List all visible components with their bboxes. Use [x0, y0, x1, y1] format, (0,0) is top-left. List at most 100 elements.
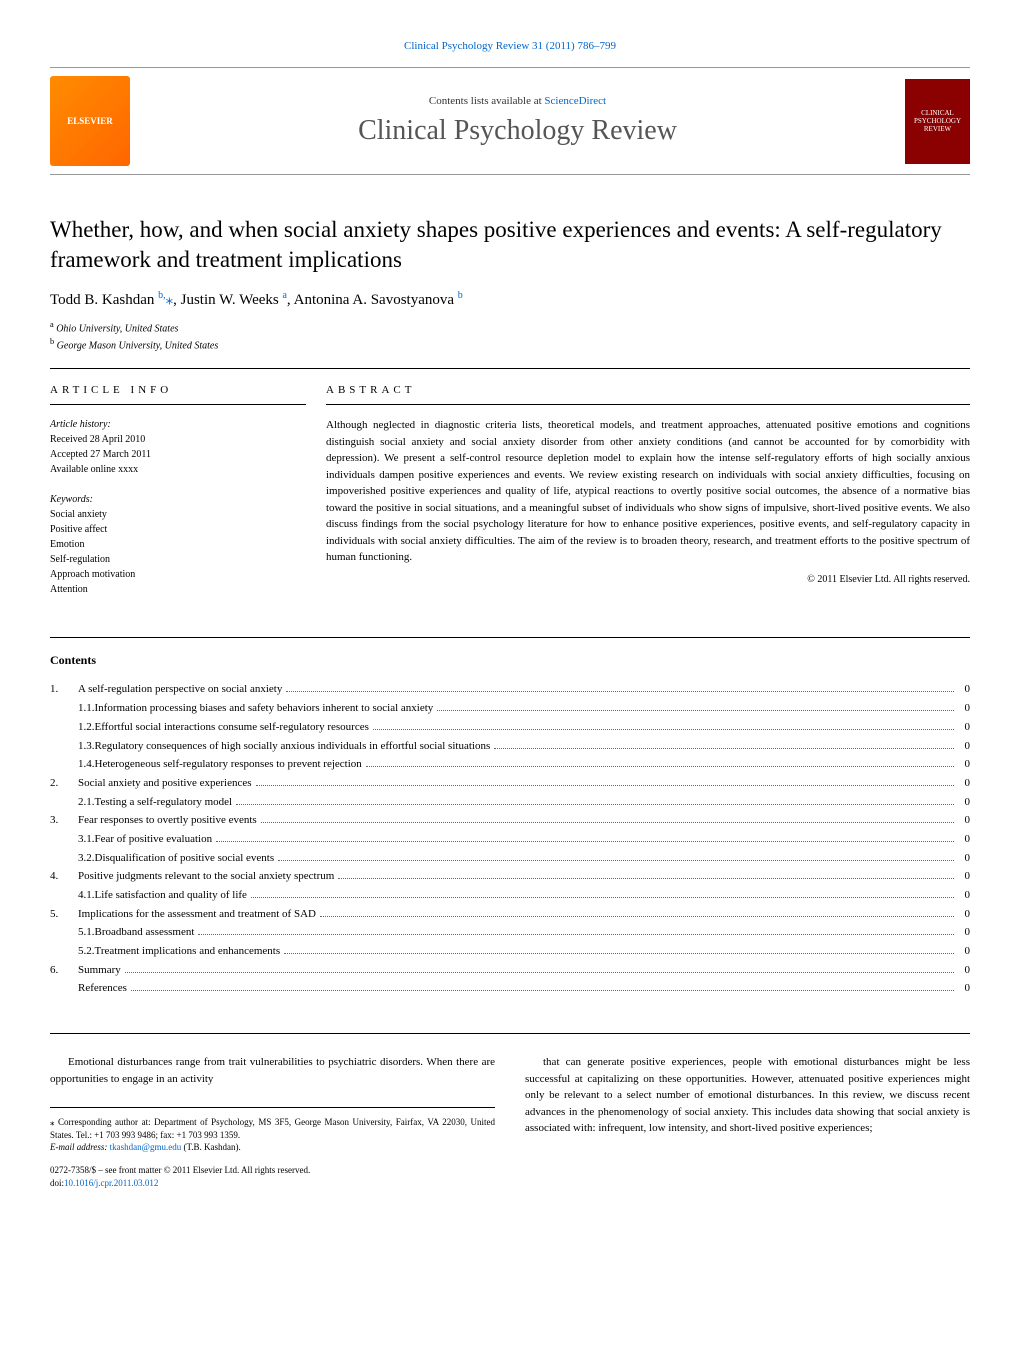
body-para-1: Emotional disturbances range from trait …: [50, 1054, 495, 1087]
toc-number: 1.2.: [50, 718, 95, 737]
toc-dots: [494, 748, 954, 749]
toc-row[interactable]: 1.4.Heterogeneous self-regulatory respon…: [50, 755, 970, 774]
toc-dots: [338, 878, 954, 879]
toc-page: 0: [958, 811, 970, 830]
doi-link[interactable]: 10.1016/j.cpr.2011.03.012: [64, 1178, 158, 1188]
footer-copyright: 0272-7358/$ – see front matter © 2011 El…: [50, 1164, 495, 1177]
keywords-label: Keywords:: [50, 492, 306, 507]
contents-prefix: Contents lists available at: [429, 95, 544, 107]
corresponding-email-link[interactable]: tkashdan@gmu.edu: [110, 1142, 182, 1152]
table-of-contents: 1.A self-regulation perspective on socia…: [50, 680, 970, 998]
email-label: E-mail address:: [50, 1142, 107, 1152]
toc-page: 0: [958, 793, 970, 812]
toc-dots: [437, 710, 954, 711]
history-label: Article history:: [50, 417, 306, 432]
toc-number: 1.3.: [50, 737, 95, 756]
toc-row[interactable]: 2.1.Testing a self-regulatory model0: [50, 793, 970, 812]
doi-label: doi:: [50, 1178, 64, 1188]
info-abstract-row: article info Article history: Received 2…: [50, 368, 970, 612]
toc-text: Summary: [78, 961, 121, 980]
toc-page: 0: [958, 905, 970, 924]
toc-row[interactable]: 5.2.Treatment implications and enhanceme…: [50, 942, 970, 961]
toc-page: 0: [958, 718, 970, 737]
toc-number: 1.: [50, 680, 78, 699]
toc-page: 0: [958, 942, 970, 961]
body-column-left: Emotional disturbances range from trait …: [50, 1054, 495, 1189]
toc-page: 0: [958, 680, 970, 699]
toc-page: 0: [958, 774, 970, 793]
keyword: Emotion: [50, 537, 306, 552]
toc-text: Positive judgments relevant to the socia…: [78, 867, 334, 886]
toc-number: 5.2.: [50, 942, 95, 961]
abstract-text: Although neglected in diagnostic criteri…: [326, 417, 970, 566]
article-history: Article history: Received 28 April 2010 …: [50, 417, 306, 477]
toc-page: 0: [958, 961, 970, 980]
toc-text: Heterogeneous self-regulatory responses …: [95, 755, 362, 774]
toc-page: 0: [958, 886, 970, 905]
footer-info: 0272-7358/$ – see front matter © 2011 El…: [50, 1164, 495, 1189]
toc-dots: [278, 860, 954, 861]
author-1-corresponding-mark[interactable]: ⁎: [166, 292, 174, 308]
author-1: Todd B. Kashdan: [50, 292, 154, 308]
body-column-right: that can generate positive experiences, …: [525, 1054, 970, 1189]
keywords-list: Social anxiety Positive affect Emotion S…: [50, 507, 306, 597]
available-date: Available online xxxx: [50, 462, 306, 477]
toc-row[interactable]: 3.1.Fear of positive evaluation 0: [50, 830, 970, 849]
toc-row[interactable]: 4.1.Life satisfaction and quality of lif…: [50, 886, 970, 905]
toc-row[interactable]: 5.1.Broadband assessment0: [50, 923, 970, 942]
journal-title: Clinical Psychology Review: [130, 115, 905, 147]
abstract-heading: abstract: [326, 384, 970, 405]
contents-heading: Contents: [50, 637, 970, 668]
sciencedirect-link[interactable]: ScienceDirect: [544, 95, 606, 107]
keyword: Social anxiety: [50, 507, 306, 522]
keyword: Self-regulation: [50, 552, 306, 567]
affiliation-b: George Mason University, United States: [57, 340, 219, 351]
toc-text: Disqualification of positive social even…: [95, 849, 275, 868]
corresponding-mark: ⁎: [50, 1117, 55, 1127]
article-title: Whether, how, and when social anxiety sh…: [50, 215, 970, 275]
toc-number: 3.2.: [50, 849, 95, 868]
toc-number: 5.: [50, 905, 78, 924]
authors-line: Todd B. Kashdan b,⁎, Justin W. Weeks a, …: [50, 290, 970, 309]
journal-cover-icon: CLINICAL PSYCHOLOGY REVIEW: [905, 79, 970, 164]
toc-dots: [261, 822, 954, 823]
affiliations: a Ohio University, United States b Georg…: [50, 319, 970, 354]
toc-dots: [373, 729, 954, 730]
toc-page: 0: [958, 849, 970, 868]
author-2: Justin W. Weeks: [181, 292, 279, 308]
toc-dots: [198, 934, 954, 935]
affiliation-a: Ohio University, United States: [56, 323, 178, 334]
author-3-affil[interactable]: b: [458, 290, 463, 301]
toc-row[interactable]: 4.Positive judgments relevant to the soc…: [50, 867, 970, 886]
body-para-2: that can generate positive experiences, …: [525, 1054, 970, 1137]
toc-text: Treatment implications and enhancements: [95, 942, 281, 961]
toc-text: Information processing biases and safety…: [95, 699, 434, 718]
author-2-affil[interactable]: a: [282, 290, 286, 301]
toc-row[interactable]: 1.3.Regulatory consequences of high soci…: [50, 737, 970, 756]
toc-dots: [286, 691, 954, 692]
toc-row[interactable]: 3.2.Disqualification of positive social …: [50, 849, 970, 868]
toc-text: Broadband assessment: [95, 923, 195, 942]
author-1-affil[interactable]: b,: [158, 290, 166, 301]
toc-dots: [131, 990, 954, 991]
body-columns: Emotional disturbances range from trait …: [50, 1033, 970, 1189]
toc-row[interactable]: 2.Social anxiety and positive experience…: [50, 774, 970, 793]
accepted-date: Accepted 27 March 2011: [50, 447, 306, 462]
journal-citation[interactable]: Clinical Psychology Review 31 (2011) 786…: [50, 40, 970, 52]
toc-dots: [366, 766, 954, 767]
toc-text: Social anxiety and positive experiences: [78, 774, 252, 793]
toc-number: 3.1.: [50, 830, 95, 849]
toc-dots: [251, 897, 954, 898]
toc-row[interactable]: 6.Summary0: [50, 961, 970, 980]
toc-row[interactable]: 5.Implications for the assessment and tr…: [50, 905, 970, 924]
toc-page: 0: [958, 830, 970, 849]
toc-row[interactable]: 1.1.Information processing biases and sa…: [50, 699, 970, 718]
toc-dots: [236, 804, 954, 805]
toc-row[interactable]: References0: [50, 979, 970, 998]
toc-text: Fear of positive evaluation: [95, 830, 213, 849]
toc-row[interactable]: 3.Fear responses to overtly positive eve…: [50, 811, 970, 830]
toc-row[interactable]: 1.A self-regulation perspective on socia…: [50, 680, 970, 699]
toc-row[interactable]: 1.2.Effortful social interactions consum…: [50, 718, 970, 737]
received-date: Received 28 April 2010: [50, 432, 306, 447]
toc-text: Life satisfaction and quality of life: [95, 886, 247, 905]
